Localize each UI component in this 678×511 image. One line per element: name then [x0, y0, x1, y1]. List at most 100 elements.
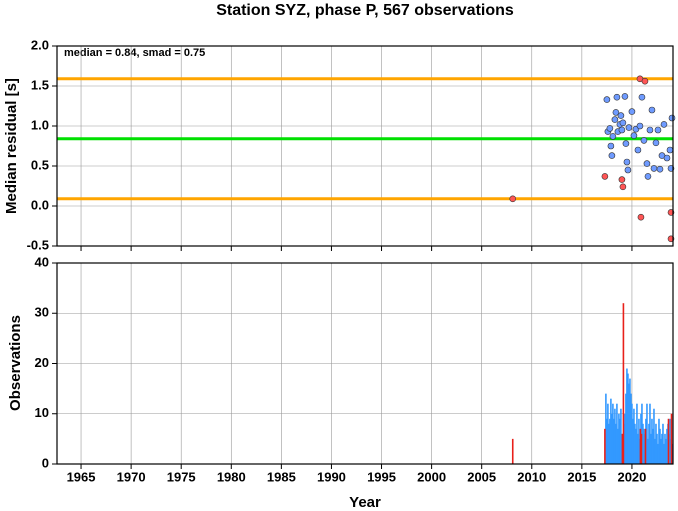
bar	[630, 393, 632, 464]
bar	[656, 433, 658, 464]
bar	[646, 403, 648, 464]
bar	[628, 383, 630, 464]
bar	[665, 438, 667, 464]
bar	[634, 423, 636, 464]
y-tick-label: 40	[35, 254, 49, 269]
point	[636, 122, 644, 130]
bar	[659, 428, 661, 464]
point	[628, 108, 636, 115]
point	[607, 142, 615, 150]
bar	[604, 428, 606, 464]
x-tick-label: 2015	[567, 469, 596, 484]
bar	[650, 433, 652, 464]
point	[663, 154, 671, 162]
point	[606, 125, 614, 132]
point	[621, 93, 629, 100]
point	[611, 116, 619, 123]
bar	[664, 433, 666, 464]
point	[609, 133, 617, 140]
x-tick-label: 1985	[267, 469, 296, 484]
point	[634, 146, 642, 154]
bar	[639, 428, 642, 464]
bar	[624, 413, 626, 464]
point	[618, 126, 626, 134]
bar	[627, 373, 629, 464]
point	[630, 132, 638, 139]
x-tick-label: 1990	[317, 469, 346, 484]
bar	[666, 428, 668, 464]
bar	[644, 428, 647, 464]
bar	[667, 418, 670, 464]
point	[648, 106, 656, 114]
point	[638, 93, 646, 101]
bar	[609, 418, 611, 464]
point	[656, 165, 664, 173]
bar	[637, 433, 639, 464]
point	[619, 183, 627, 191]
point	[625, 124, 633, 131]
bar	[511, 438, 514, 464]
point	[622, 140, 630, 147]
chart-title: Station SYZ, phase P, 567 observations	[216, 2, 514, 19]
bar	[663, 443, 665, 464]
bar	[610, 398, 612, 464]
x-tick-label: 2010	[517, 469, 546, 484]
bar	[620, 408, 622, 464]
point	[650, 165, 658, 172]
bar	[619, 418, 621, 464]
bar	[649, 403, 651, 464]
bar	[607, 403, 609, 464]
bar	[605, 393, 607, 464]
bar	[614, 408, 616, 464]
y-axis-label: Median residual [s]	[3, 78, 20, 214]
point	[652, 139, 660, 147]
point	[660, 121, 668, 128]
y-tick-label: 0.0	[31, 197, 49, 212]
x-tick-label: 2005	[467, 469, 496, 484]
bar	[621, 433, 624, 464]
y-tick-label: 1.0	[31, 117, 49, 132]
y-tick-label: -0.5	[27, 237, 49, 252]
point	[612, 109, 620, 116]
bar	[655, 423, 657, 464]
bar	[640, 433, 643, 464]
bar	[661, 433, 663, 464]
bar	[622, 303, 625, 464]
bar	[633, 408, 635, 464]
bar	[618, 413, 620, 464]
y-tick-label: 20	[35, 355, 49, 370]
x-tick-label: 1995	[367, 469, 396, 484]
bar	[632, 418, 634, 464]
y-tick-label: 2.0	[31, 37, 49, 52]
y-tick-label: 0	[42, 455, 49, 470]
point	[601, 173, 609, 180]
bar	[636, 403, 638, 464]
x-tick-label: 2020	[617, 469, 646, 484]
bar	[647, 438, 649, 464]
bar	[670, 413, 673, 464]
bar	[615, 423, 617, 464]
bar	[625, 393, 627, 464]
x-tick-label: 1965	[67, 469, 96, 484]
y-axis-label: Observations	[7, 315, 24, 411]
x-tick-label: 1980	[217, 469, 246, 484]
x-tick-label: 1970	[117, 469, 146, 484]
bar	[631, 403, 633, 464]
point	[637, 213, 645, 221]
bar	[669, 418, 671, 464]
bar	[612, 403, 614, 464]
bar	[643, 428, 645, 464]
point	[617, 112, 625, 119]
bar	[652, 428, 654, 464]
point	[624, 166, 632, 174]
x-axis-label: Year	[349, 494, 381, 511]
point	[640, 137, 648, 144]
plot-frame	[56, 45, 674, 247]
point	[613, 93, 621, 101]
point	[668, 114, 676, 122]
point	[619, 119, 627, 127]
y-tick-label: 0.5	[31, 157, 49, 172]
bar	[626, 368, 628, 464]
point	[618, 176, 626, 183]
x-tick-label: 2000	[417, 469, 446, 484]
